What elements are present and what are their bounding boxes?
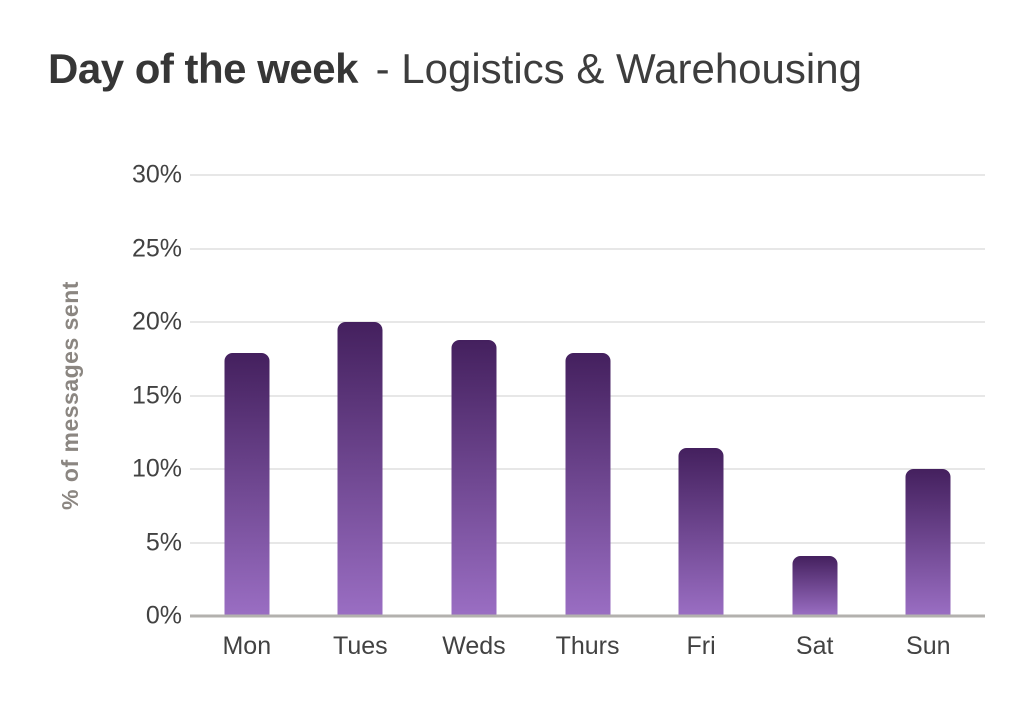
x-tick-label-thurs: Thurs — [555, 632, 620, 660]
x-tick-label-fri: Fri — [686, 632, 716, 660]
chart-title-main: Day of the week — [48, 45, 358, 92]
gridline-30pct — [190, 174, 985, 176]
bar-column-thurs — [531, 175, 645, 616]
bar-column-sat — [758, 175, 872, 616]
plot-area — [190, 174, 985, 618]
y-tick-label-20pct: 20% — [131, 307, 182, 336]
y-axis-tick-labels: 0% 5% 10% 15% 20% 25% 30% — [90, 161, 182, 630]
bar-tues — [337, 322, 383, 616]
gridline-20pct — [190, 321, 985, 324]
y-tick-label-15pct: 15% — [131, 381, 182, 409]
x-tick-label-tues: Tues — [333, 632, 388, 660]
chart-title-subtitle: - Logistics & Warehousing — [375, 45, 862, 92]
gridline-25pct — [190, 247, 985, 250]
x-tick-label-mon: Mon — [222, 632, 272, 660]
bar-sun — [905, 469, 951, 616]
x-axis-baseline — [190, 614, 985, 618]
bar-sat — [792, 555, 838, 616]
x-tick-label-sat: Sat — [795, 632, 834, 660]
y-tick-label-10pct: 10% — [131, 454, 182, 483]
bar-column-fri — [644, 175, 758, 616]
y-tick-label-25pct: 25% — [131, 234, 182, 262]
x-tick-label-sun: Sun — [906, 632, 951, 660]
bar-mon — [224, 352, 270, 616]
bar-fri — [678, 448, 724, 616]
y-tick-label-30pct: 30% — [131, 160, 182, 189]
y-tick-label-5pct: 5% — [145, 528, 182, 557]
bar-thurs — [565, 352, 611, 616]
bar-weds — [451, 339, 497, 616]
bar-column-weds — [417, 175, 531, 616]
y-axis-title-label: % of messages sent — [56, 281, 83, 510]
bars-group — [190, 175, 985, 616]
x-tick-label-weds: Weds — [442, 632, 506, 660]
y-tick-label-0pct: 0% — [145, 601, 182, 630]
bar-column-tues — [304, 175, 418, 616]
chart-title: Day of the week - Logistics & Warehousin… — [48, 44, 862, 94]
bar-column-sun — [871, 175, 985, 616]
x-axis-tick-labels: Mon Tues Weds Thurs Fri Sat Sun — [190, 628, 985, 664]
bar-column-mon — [190, 175, 304, 616]
